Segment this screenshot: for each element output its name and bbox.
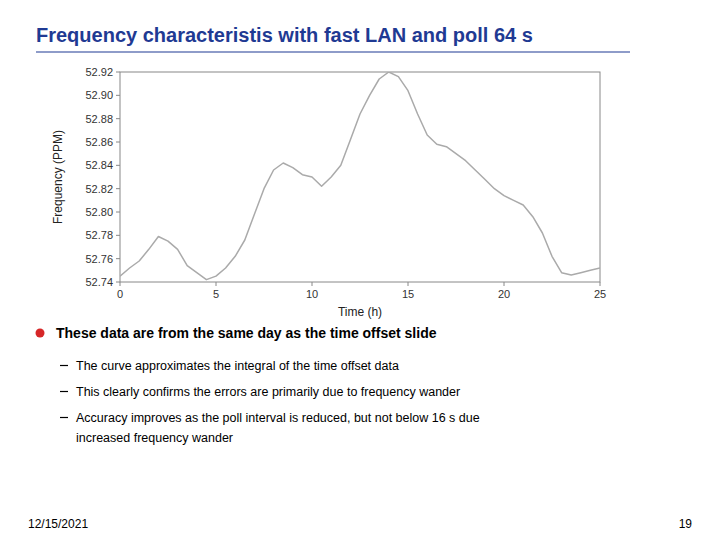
y-tick [116, 142, 120, 143]
x-tick-label: 15 [402, 288, 414, 300]
x-tick [312, 282, 313, 286]
x-tick [120, 282, 121, 286]
footer-page: 19 [679, 517, 693, 531]
footer-date: 12/15/2021 [28, 517, 88, 531]
sub-bullet: Accuracy improves as the poll interval i… [76, 411, 480, 425]
bullet-main: These data are from the same day as the … [56, 325, 437, 341]
sub-bullet-dash [60, 417, 68, 418]
y-tick [116, 95, 120, 96]
y-tick [116, 188, 120, 189]
y-tick-label: 52.80 [85, 206, 113, 218]
sub-bullet: The curve approximates the integral of t… [76, 359, 399, 373]
x-tick-label: 25 [594, 288, 606, 300]
x-tick-label: 10 [306, 288, 318, 300]
x-tick [504, 282, 505, 286]
y-tick [116, 258, 120, 259]
plot-data [120, 72, 600, 280]
x-tick-label: 5 [213, 288, 219, 300]
x-tick [408, 282, 409, 286]
y-tick [116, 118, 120, 119]
sub-bullet-continuation: increased frequency wander [76, 431, 233, 445]
sub-bullet-dash [60, 391, 68, 392]
y-tick-label: 52.74 [85, 276, 113, 288]
y-tick-label: 52.88 [85, 113, 113, 125]
y-tick-label: 52.82 [85, 183, 113, 195]
sub-bullet: This clearly confirms the errors are pri… [76, 385, 460, 399]
y-tick-label: 52.76 [85, 253, 113, 265]
y-tick [116, 212, 120, 213]
x-tick [600, 282, 601, 286]
title: Frequency characteristis with fast LAN a… [36, 24, 533, 46]
y-tick-label: 52.78 [85, 229, 113, 241]
plot-frame [120, 72, 600, 282]
line [120, 72, 600, 280]
sub-bullet-dash [60, 365, 68, 366]
y-tick [116, 235, 120, 236]
title-underline [36, 51, 630, 52]
y-tick [116, 72, 120, 73]
chart: Frequency characteristis with fast LAN a… [0, 0, 720, 540]
y-tick-label: 52.90 [85, 89, 113, 101]
x-axis-label: Time (h) [338, 305, 382, 319]
y-tick-label: 52.92 [85, 66, 113, 78]
y-tick [116, 282, 120, 283]
y-axis-label: Frequency (PPM) [51, 130, 65, 224]
x-tick-label: 20 [498, 288, 510, 300]
bullet [36, 329, 45, 338]
y-tick-label: 52.84 [85, 159, 113, 171]
x-tick-label: 0 [117, 288, 123, 300]
x-tick [216, 282, 217, 286]
y-tick-label: 52.86 [85, 136, 113, 148]
y-tick [116, 165, 120, 166]
